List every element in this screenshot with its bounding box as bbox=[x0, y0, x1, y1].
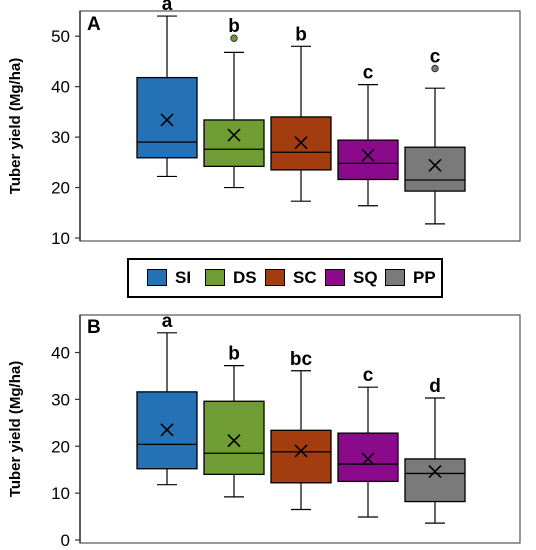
panel-a-y-tick-label-10: 10 bbox=[51, 229, 70, 248]
panel-b-ds-mean-marker bbox=[227, 434, 241, 448]
panel-b-pp-mean-marker bbox=[428, 464, 442, 479]
panel-b-y-tick-label-10: 10 bbox=[51, 484, 70, 503]
panel-a-pp-outlier-0 bbox=[431, 64, 439, 73]
panel-a-sc-significance-letter: b bbox=[295, 24, 307, 45]
panel-a-sc-box-group: b bbox=[270, 24, 332, 202]
panel-b-si-mean-marker bbox=[160, 423, 174, 437]
panel-a-sq-iqr-box bbox=[337, 139, 399, 181]
legend-label-pp: PP bbox=[413, 268, 436, 287]
panel-b-sc-significance-letter: bc bbox=[290, 349, 313, 370]
panel-b-ds-box-group: b bbox=[203, 344, 265, 498]
panel-a-pp-mean-marker bbox=[428, 158, 442, 172]
legend: SI DS SC SQ PP bbox=[127, 258, 443, 298]
panel-b-sq-significance-letter: c bbox=[363, 365, 374, 386]
panel-a-ds-outlier-0 bbox=[230, 34, 238, 42]
panel-a-pp-iqr-box bbox=[404, 146, 466, 192]
panel-b-sc-iqr-box bbox=[270, 429, 332, 484]
panel-b-ds-iqr-box bbox=[203, 400, 265, 476]
panel-a-si-significance-letter: a bbox=[162, 0, 173, 15]
panel-b-sc-mean-marker bbox=[294, 444, 308, 458]
panel-b-pp-iqr-box bbox=[404, 458, 466, 503]
panel-a-y-tick-label-50: 50 bbox=[51, 27, 70, 46]
panel-b-sq-iqr-box bbox=[337, 432, 399, 483]
panel-a-si-iqr-box bbox=[136, 76, 198, 159]
panel-b-sq-box-group: c bbox=[337, 365, 399, 518]
panel-a-y-axis-title: Tuber yield (Mg/ha) bbox=[7, 58, 24, 194]
panel-b-ds-significance-letter: b bbox=[228, 344, 240, 365]
panel-b-y-tick-label-20: 20 bbox=[51, 437, 70, 456]
panel-a-sq-box-group: c bbox=[337, 63, 399, 207]
panel-a-y-tick-label-30: 30 bbox=[51, 128, 70, 147]
legend-label-si: SI bbox=[175, 268, 192, 287]
panel-a-ds-mean-marker bbox=[227, 128, 241, 142]
panel-a-ds-iqr-box bbox=[203, 119, 265, 168]
panel-b-y-tick-label-40: 40 bbox=[51, 344, 70, 363]
panel-a-si-mean-marker bbox=[160, 113, 174, 127]
panel-b-sc-box-group: bc bbox=[270, 349, 332, 511]
panel-a-sq-significance-letter: c bbox=[363, 63, 374, 84]
panel-b-sq-mean-marker bbox=[361, 452, 375, 466]
panel-b-y-tick-label-0: 0 bbox=[61, 531, 70, 550]
panel-a-ds-box-group: b bbox=[203, 16, 265, 189]
panel-b-y-tick-label-30: 30 bbox=[51, 390, 70, 409]
panel-a-pp-box-group: c bbox=[404, 47, 466, 225]
panel-a-pp-significance-letter: c bbox=[430, 47, 441, 68]
panel-b-pp-box-group: d bbox=[404, 376, 466, 524]
panel-a-sq-mean-marker bbox=[361, 148, 375, 162]
legend-label-sc: SC bbox=[293, 268, 317, 287]
panel-b-panel-label: B bbox=[87, 317, 101, 338]
legend-swatch-sq bbox=[325, 269, 345, 286]
panel-b-y-axis-title: Tuber yield (Mg/ha) bbox=[7, 361, 24, 497]
legend-swatch-sc bbox=[265, 269, 285, 286]
panel-a-group: 10 20 30 40 50 Tuber yield (Mg/ha) Aa b b c c bbox=[7, 0, 521, 248]
panel-b-pp-significance-letter: d bbox=[429, 376, 441, 397]
panel-a-panel-label: A bbox=[87, 14, 101, 35]
legend-label-sq: SQ bbox=[353, 268, 378, 287]
legend-swatch-si bbox=[147, 269, 167, 286]
panel-b-group: 0 10 20 30 40 Tuber yield (Mg/ha) B a b bc c d bbox=[7, 311, 521, 550]
legend-label-ds: DS bbox=[233, 268, 257, 287]
panel-b-si-box-group: a bbox=[136, 311, 198, 486]
panel-a-y-tick-label-20: 20 bbox=[51, 179, 70, 198]
legend-swatch-pp bbox=[385, 269, 405, 286]
legend-swatch-ds bbox=[205, 269, 225, 286]
panel-b-si-significance-letter: a bbox=[162, 311, 173, 332]
panel-a-si-box-group: a bbox=[136, 0, 198, 178]
panel-a-sc-mean-marker bbox=[294, 136, 308, 150]
panel-a-ds-significance-letter: b bbox=[228, 16, 240, 37]
panel-a-y-tick-label-40: 40 bbox=[51, 78, 70, 97]
